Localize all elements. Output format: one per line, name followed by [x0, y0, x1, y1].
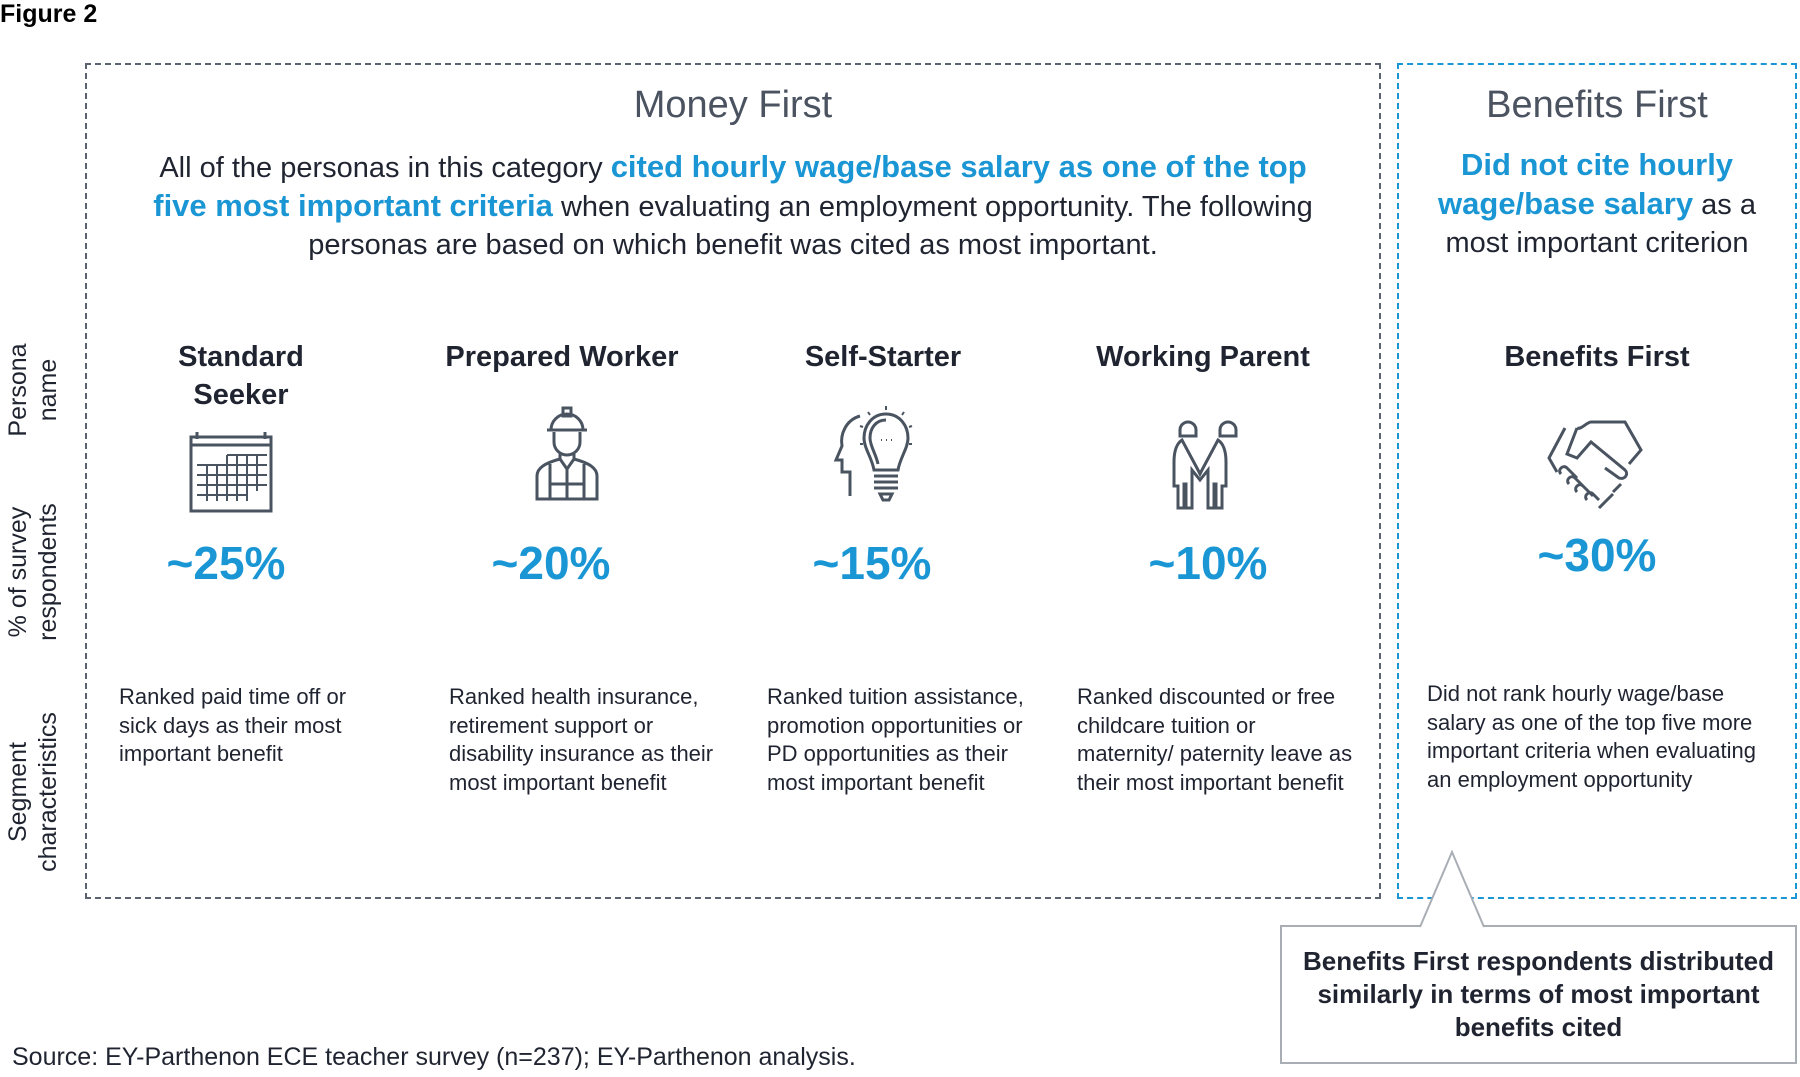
persona-name-benefits-first: Benefits First [1504, 341, 1690, 373]
figure-label: Figure 2 [0, 0, 98, 28]
percent-standard-seeker: ~25% [166, 537, 286, 589]
percent-working-parent: ~10% [1148, 537, 1268, 589]
head-lightbulb-icon [830, 404, 930, 508]
percent-self-starter: ~15% [812, 537, 932, 589]
intro-text: when evaluating an employment opportunit… [308, 191, 1313, 261]
persona-name-working-parent: Working Parent [1096, 341, 1310, 373]
benefits-first-intro: Did not cite hourly wage/base salary as … [1420, 146, 1774, 262]
construction-worker-icon [517, 402, 617, 506]
benefits-first-title: Benefits First [1486, 84, 1708, 126]
callout-box: Benefits First respondents distributed s… [1280, 925, 1797, 1064]
callout-pointer [1419, 849, 1485, 928]
source-note: Source: EY-Parthenon ECE teacher survey … [12, 1043, 856, 1071]
persona-name-standard-seeker: Standard Seeker [178, 341, 304, 411]
intro-highlight: cited hourly wage/base salary as one of … [153, 149, 1307, 223]
persona-name-prepared-worker: Prepared Worker [445, 341, 679, 373]
row-label-segment-characteristics: Segment characteristics [4, 712, 62, 872]
money-first-panel [85, 63, 1381, 899]
intro-highlight: Did not cite hourly wage/base salary [1438, 147, 1734, 221]
calendar-icon [183, 420, 283, 524]
percent-prepared-worker: ~20% [491, 537, 611, 589]
percent-benefits-first: ~30% [1537, 529, 1657, 581]
persona-name-self-starter: Self-Starter [804, 341, 962, 373]
row-label-percent-respondents: % of survey respondents [4, 503, 62, 641]
money-first-intro: All of the personas in this category cit… [140, 148, 1326, 264]
characteristics-working-parent: Ranked discounted or free childcare tuit… [1077, 684, 1353, 796]
characteristics-standard-seeker: Ranked paid time off or sick days as the… [119, 684, 347, 767]
characteristics-prepared-worker: Ranked health insurance, retirement supp… [449, 684, 714, 796]
intro-text: as a most important criterion [1445, 189, 1756, 259]
handshake-icon [1547, 412, 1647, 516]
characteristics-self-starter: Ranked tuition assistance, promotion opp… [767, 684, 1024, 796]
intro-text: All of the personas in this category [159, 152, 611, 184]
row-label-persona-name: Persona name [4, 343, 62, 437]
money-first-title: Money First [633, 84, 833, 126]
characteristics-benefits-first: Did not rank hourly wage/base salary as … [1427, 681, 1756, 793]
two-people-holding-hands-icon [1160, 408, 1260, 512]
benefits-first-panel [1397, 63, 1797, 899]
